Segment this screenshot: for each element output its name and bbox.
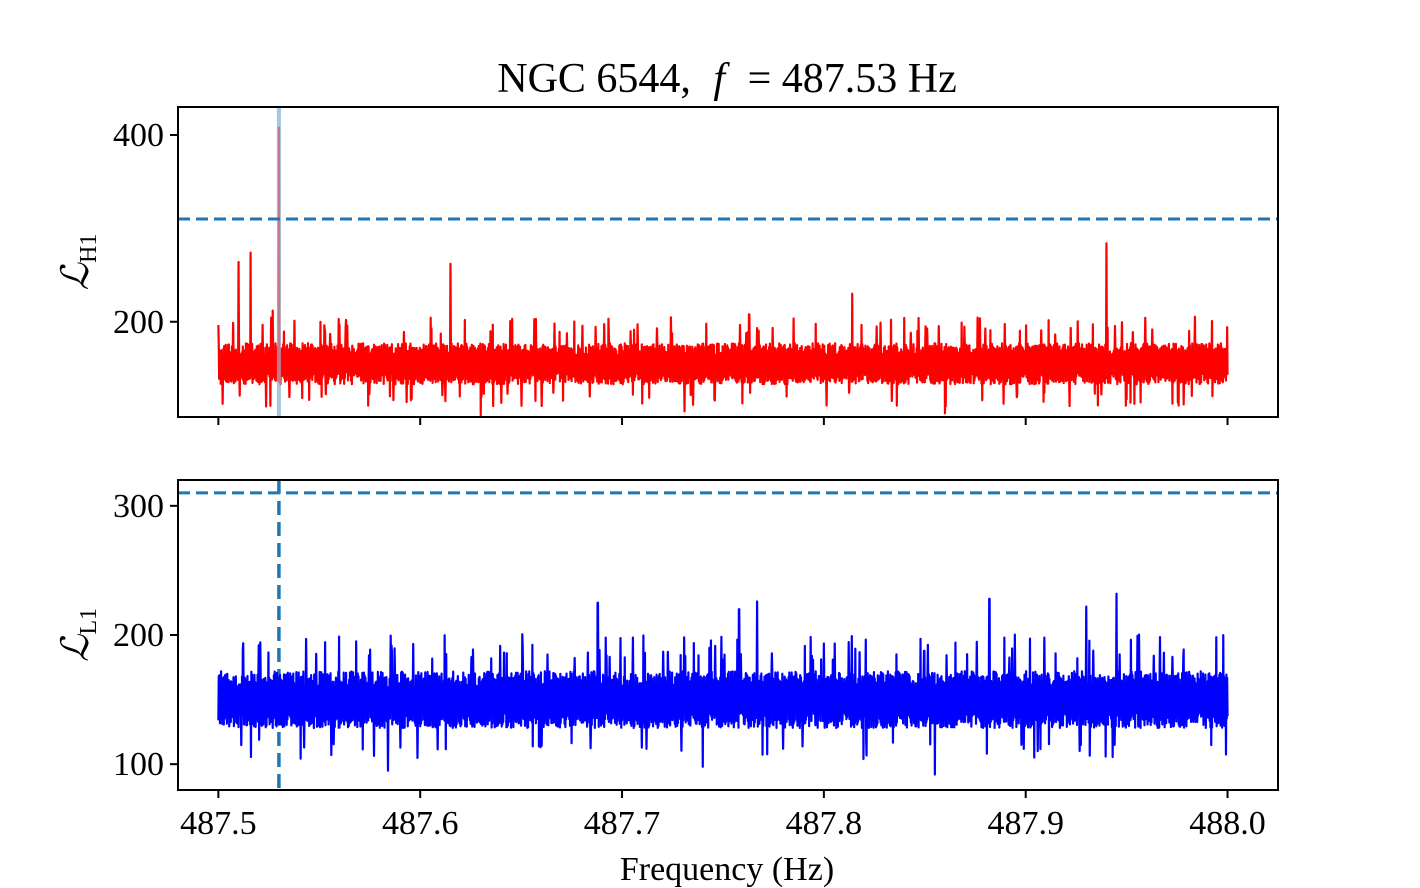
- x-tick-label: 487.5: [180, 805, 257, 842]
- y-tick-label-l1: 300: [113, 488, 164, 525]
- x-tick-label: 487.6: [382, 805, 459, 842]
- y-tick-label-h1: 400: [113, 117, 164, 154]
- x-tick-label: 488.0: [1189, 805, 1266, 842]
- x-tick-label: 487.8: [786, 805, 863, 842]
- x-tick-label: 487.7: [584, 805, 661, 842]
- x-axis-label: Frequency (Hz): [620, 851, 834, 888]
- y-tick-label-h1: 200: [113, 304, 164, 341]
- series-l1: [217, 592, 1229, 776]
- plot-area-h1: [178, 107, 1278, 417]
- panel-l1: 100 200 300 487.5 487.6 487.7 487.8 487.9 488.0 ℒ…: [53, 479, 1279, 842]
- y-tick-label-l1: 100: [113, 746, 164, 783]
- y-axis-label-l1: ℒL1: [53, 608, 102, 662]
- y-label-symbol: ℒ: [53, 633, 97, 662]
- title-prefix: NGC 6544,: [497, 56, 691, 102]
- y-label-subscript: H1: [76, 234, 102, 263]
- x-tick-label: 487.9: [987, 805, 1064, 842]
- y-axis-label-h1: ℒH1: [53, 234, 102, 291]
- chart-title: NGC 6544, f = 487.53 Hz: [497, 56, 957, 102]
- title-variable: f: [713, 56, 730, 102]
- title-value: = 487.53 Hz: [748, 56, 957, 102]
- y-label-symbol: ℒ: [53, 261, 97, 290]
- y-tick-label-l1: 200: [113, 617, 164, 654]
- y-label-subscript: L1: [76, 608, 102, 635]
- plot-area-l1: [178, 480, 1278, 790]
- panel-h1: 200 400 ℒH1: [53, 106, 1279, 425]
- series-h1: [217, 126, 1229, 417]
- axes-frame-h1: [177, 106, 1279, 418]
